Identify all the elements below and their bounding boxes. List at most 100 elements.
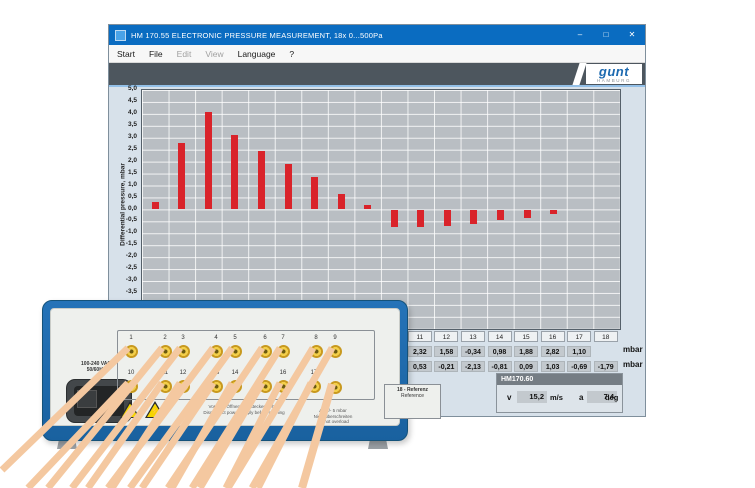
table-value-cell: -1,79 bbox=[593, 361, 618, 372]
chart-bar-15 bbox=[523, 209, 531, 218]
table-header-cell-17: 17 bbox=[567, 331, 592, 342]
y-tick-label: 0,5 bbox=[127, 192, 137, 200]
port-number-11: 11 bbox=[161, 370, 169, 376]
angle-value: 7,4 bbox=[587, 391, 617, 403]
y-tick-label: -2,0 bbox=[125, 252, 137, 260]
chart-bar-9 bbox=[364, 204, 372, 210]
pressure-port-11 bbox=[158, 379, 172, 393]
port-number-5: 5 bbox=[233, 335, 237, 341]
chart-bar-12 bbox=[443, 209, 451, 227]
chart-bar-10 bbox=[390, 209, 398, 228]
velocity-label: v bbox=[507, 393, 512, 402]
port-number-10: 10 bbox=[127, 370, 135, 376]
table-header-cell-12: 12 bbox=[434, 331, 459, 342]
app-window: HM 170.55 ELECTRONIC PRESSURE MEASUREMEN… bbox=[108, 24, 646, 417]
table-value-cell: 2,32 bbox=[407, 346, 432, 357]
pressure-port-18 bbox=[328, 380, 342, 394]
port-number-14: 14 bbox=[231, 370, 239, 376]
pressure-port-5 bbox=[228, 344, 242, 358]
pressure-port-6 bbox=[258, 344, 272, 358]
port-number-17: 17 bbox=[310, 370, 318, 376]
table-value-cell: 1,88 bbox=[514, 346, 539, 357]
y-tick-label: 3,5 bbox=[127, 120, 137, 128]
hm17060-panel: HM170.60 v 15,2 m/s a 7,4 deg bbox=[496, 373, 623, 413]
table-value-cell: 0,09 bbox=[514, 361, 539, 372]
y-tick-label: 0,0 bbox=[127, 204, 137, 212]
banner-accent-line bbox=[109, 85, 645, 87]
measuring-amplifier-device: 100-240 VAC 50/60Hz 18 - Referenz Refere… bbox=[42, 300, 441, 441]
port-number-4: 4 bbox=[214, 335, 218, 341]
table-value-cell: 1,10 bbox=[567, 346, 592, 357]
menu-item-language[interactable]: Language bbox=[237, 48, 276, 59]
chart-bar-8 bbox=[337, 193, 345, 210]
table-header-cell-13: 13 bbox=[460, 331, 485, 342]
y-tick-label: -3,0 bbox=[125, 276, 137, 284]
pressure-port-9 bbox=[328, 344, 342, 358]
safety-warning-text: Vor dem Öffnen Netzstecker ziehen Discon… bbox=[203, 404, 285, 415]
pressure-port-13 bbox=[209, 379, 223, 393]
port-number-15: 15 bbox=[261, 370, 269, 376]
title-bar: HM 170.55 ELECTRONIC PRESSURE MEASUREMEN… bbox=[109, 25, 645, 45]
velocity-value: 15,2 bbox=[517, 391, 547, 403]
y-tick-label: -1,0 bbox=[125, 228, 137, 236]
reference-port-subtitle: Reference bbox=[400, 393, 425, 399]
angle-unit: deg bbox=[605, 393, 619, 402]
table-header-cell-16: 16 bbox=[540, 331, 565, 342]
menu-item-file[interactable]: File bbox=[148, 48, 163, 59]
menu-item-edit: Edit bbox=[176, 48, 192, 59]
window-title: HM 170.55 ELECTRONIC PRESSURE MEASUREMEN… bbox=[131, 30, 383, 40]
angle-label: a bbox=[579, 393, 584, 402]
velocity-unit: m/s bbox=[550, 393, 563, 402]
table-value-cell: -0,69 bbox=[567, 361, 592, 372]
chart-bar-4 bbox=[231, 135, 239, 210]
chart-bar-13 bbox=[470, 209, 478, 224]
close-button[interactable]: ✕ bbox=[628, 30, 636, 39]
device-foot-right bbox=[368, 441, 388, 449]
menu-item-help[interactable]: ? bbox=[289, 48, 295, 59]
maximize-button[interactable]: □ bbox=[603, 30, 609, 39]
pressure-port-2 bbox=[158, 344, 172, 358]
device-foot-left bbox=[57, 441, 77, 449]
chart-bar-14 bbox=[497, 209, 504, 221]
app-icon bbox=[115, 29, 126, 41]
y-tick-label: 2,0 bbox=[127, 156, 137, 164]
port-number-6: 6 bbox=[263, 335, 267, 341]
pressure-bar-chart bbox=[141, 89, 621, 330]
y-tick-label: 1,0 bbox=[127, 180, 137, 188]
pressure-port-17 bbox=[307, 379, 321, 393]
pressure-port-panel: 18 - Referenz Reference 1 2 3 4 5 6 7 8 9 10 11 12 1… bbox=[117, 330, 441, 419]
gunt-logo: gunt HAMBURG bbox=[586, 64, 642, 84]
table-value-cell: -0,21 bbox=[434, 361, 459, 372]
chart-bar-5 bbox=[258, 150, 265, 210]
menu-bar: Start File Edit View Language? bbox=[109, 45, 645, 63]
pressure-port-12 bbox=[176, 379, 190, 393]
chart-bar-16 bbox=[550, 209, 558, 215]
pressure-port-1 bbox=[124, 344, 138, 358]
y-tick-label: 2,5 bbox=[127, 144, 137, 152]
port-number-7: 7 bbox=[281, 335, 285, 341]
pressure-port-7 bbox=[276, 344, 290, 358]
pressure-port-3 bbox=[176, 344, 190, 358]
pressure-port-16 bbox=[276, 379, 290, 393]
y-tick-label: -0,5 bbox=[125, 216, 137, 224]
chart-bar-2 bbox=[178, 142, 186, 210]
pressure-port-10 bbox=[124, 379, 138, 393]
table-header-cell-14: 14 bbox=[487, 331, 512, 342]
y-tick-label: 4,5 bbox=[127, 96, 137, 104]
overload-note-text: Δp +/- 5 mbar Nicht überschreiten Do not o… bbox=[313, 408, 353, 424]
high-voltage-triangle-icon: ⚡ bbox=[145, 401, 165, 418]
minimize-button[interactable]: – bbox=[577, 30, 583, 39]
gunt-logo-word: gunt bbox=[598, 63, 630, 79]
y-tick-label: 5,0 bbox=[127, 85, 137, 92]
y-tick-label: -2,5 bbox=[125, 264, 137, 272]
unit-label-mbar: mbar bbox=[623, 345, 643, 354]
menu-item-start[interactable]: Start bbox=[117, 48, 135, 59]
reference-port-box: 18 - Referenz Reference bbox=[384, 384, 441, 419]
y-tick-label: 3,0 bbox=[127, 132, 137, 140]
brand-banner: gunt HAMBURG bbox=[109, 63, 645, 85]
y-tick-label: -3,5 bbox=[125, 288, 137, 296]
banner-slash bbox=[571, 63, 588, 85]
chart-bar-6 bbox=[284, 164, 292, 210]
reference-port-title: 18 - Referenz bbox=[396, 387, 429, 393]
device-front-face: 100-240 VAC 50/60Hz 18 - Referenz Refere… bbox=[50, 308, 441, 426]
